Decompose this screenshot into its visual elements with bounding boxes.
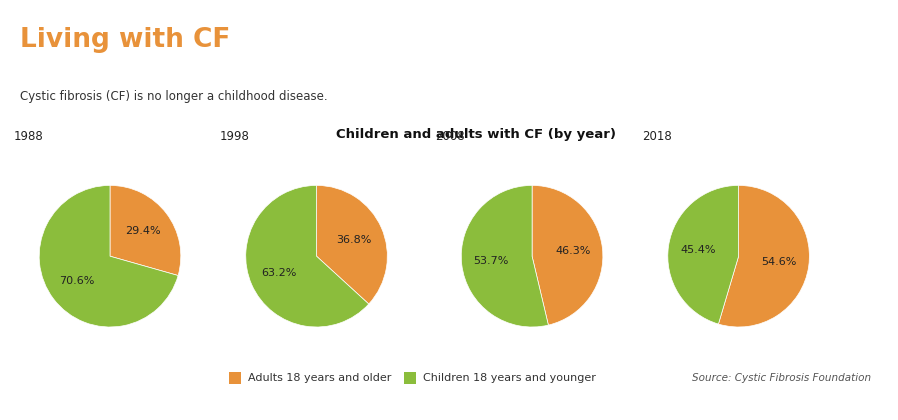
- Text: Adults 18 years and older: Adults 18 years and older: [248, 373, 392, 383]
- Text: 70.6%: 70.6%: [59, 276, 95, 286]
- Text: 36.8%: 36.8%: [337, 235, 372, 245]
- Wedge shape: [532, 185, 603, 325]
- Wedge shape: [316, 185, 387, 304]
- Text: 53.7%: 53.7%: [473, 256, 509, 266]
- Wedge shape: [246, 185, 369, 327]
- Wedge shape: [40, 185, 178, 327]
- Wedge shape: [668, 185, 739, 324]
- Wedge shape: [462, 185, 549, 327]
- Text: 46.3%: 46.3%: [555, 247, 591, 257]
- Text: 1988: 1988: [13, 130, 43, 143]
- Wedge shape: [718, 185, 809, 327]
- Text: 63.2%: 63.2%: [261, 268, 296, 278]
- Text: Cystic fibrosis (CF) is no longer a childhood disease.: Cystic fibrosis (CF) is no longer a chil…: [20, 90, 328, 103]
- Text: 2018: 2018: [642, 130, 672, 143]
- Text: 45.4%: 45.4%: [680, 245, 716, 255]
- Text: Children 18 years and younger: Children 18 years and younger: [423, 373, 596, 383]
- Text: 2008: 2008: [436, 130, 465, 143]
- Wedge shape: [110, 185, 180, 276]
- Text: 1998: 1998: [220, 130, 250, 143]
- Text: Source: Cystic Fibrosis Foundation: Source: Cystic Fibrosis Foundation: [692, 373, 871, 383]
- Text: 54.6%: 54.6%: [762, 257, 797, 267]
- Text: Living with CF: Living with CF: [20, 27, 230, 53]
- Text: 29.4%: 29.4%: [125, 226, 161, 236]
- Text: Children and adults with CF (by year): Children and adults with CF (by year): [336, 128, 616, 141]
